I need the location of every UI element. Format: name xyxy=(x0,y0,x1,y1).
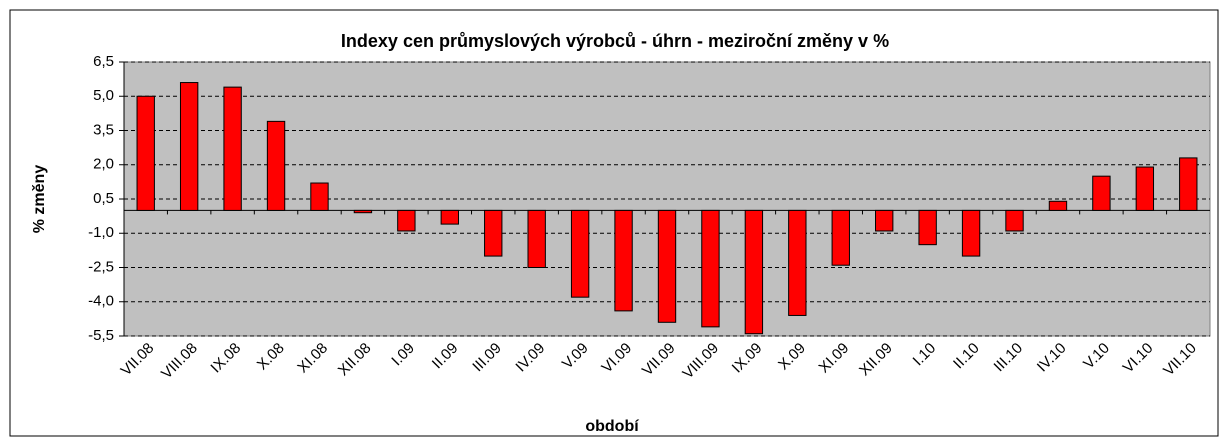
y-tick-label: -4,0 xyxy=(88,293,114,310)
bar xyxy=(1048,200,1068,211)
y-tick-label: 6,5 xyxy=(93,53,114,70)
y-tick-label: -5,5 xyxy=(88,327,114,344)
y-tick-label: 5,0 xyxy=(93,87,114,104)
bar xyxy=(1092,175,1111,211)
y-tick-label: 3,5 xyxy=(93,121,114,138)
chart-title: Indexy cen průmyslových výrobců - úhrn -… xyxy=(341,31,889,51)
bar xyxy=(484,209,503,257)
bar xyxy=(570,209,590,298)
y-tick-label: 0,5 xyxy=(93,190,114,207)
x-axis-title: období xyxy=(585,418,639,435)
bar xyxy=(179,82,199,211)
bar xyxy=(918,209,937,246)
bar xyxy=(1135,166,1155,211)
bar xyxy=(614,209,633,312)
y-tick-label: 2,0 xyxy=(93,156,114,173)
bar xyxy=(527,209,546,269)
bar xyxy=(961,209,981,257)
bar xyxy=(223,86,242,211)
bar xyxy=(353,209,373,214)
bar xyxy=(657,209,677,323)
bar xyxy=(701,209,720,328)
bar xyxy=(788,209,807,316)
bar xyxy=(1005,209,1024,232)
y-axis-title: % změny xyxy=(31,165,48,234)
bar xyxy=(310,182,329,211)
y-tick-label: -2,5 xyxy=(88,258,114,275)
bar xyxy=(136,95,155,211)
y-tick-label: -1,0 xyxy=(88,224,114,241)
bar xyxy=(397,209,416,232)
bar xyxy=(1179,157,1198,211)
bar xyxy=(266,120,286,211)
bar xyxy=(744,209,764,335)
bar xyxy=(831,209,850,266)
bar xyxy=(440,209,459,225)
bar xyxy=(875,209,894,232)
